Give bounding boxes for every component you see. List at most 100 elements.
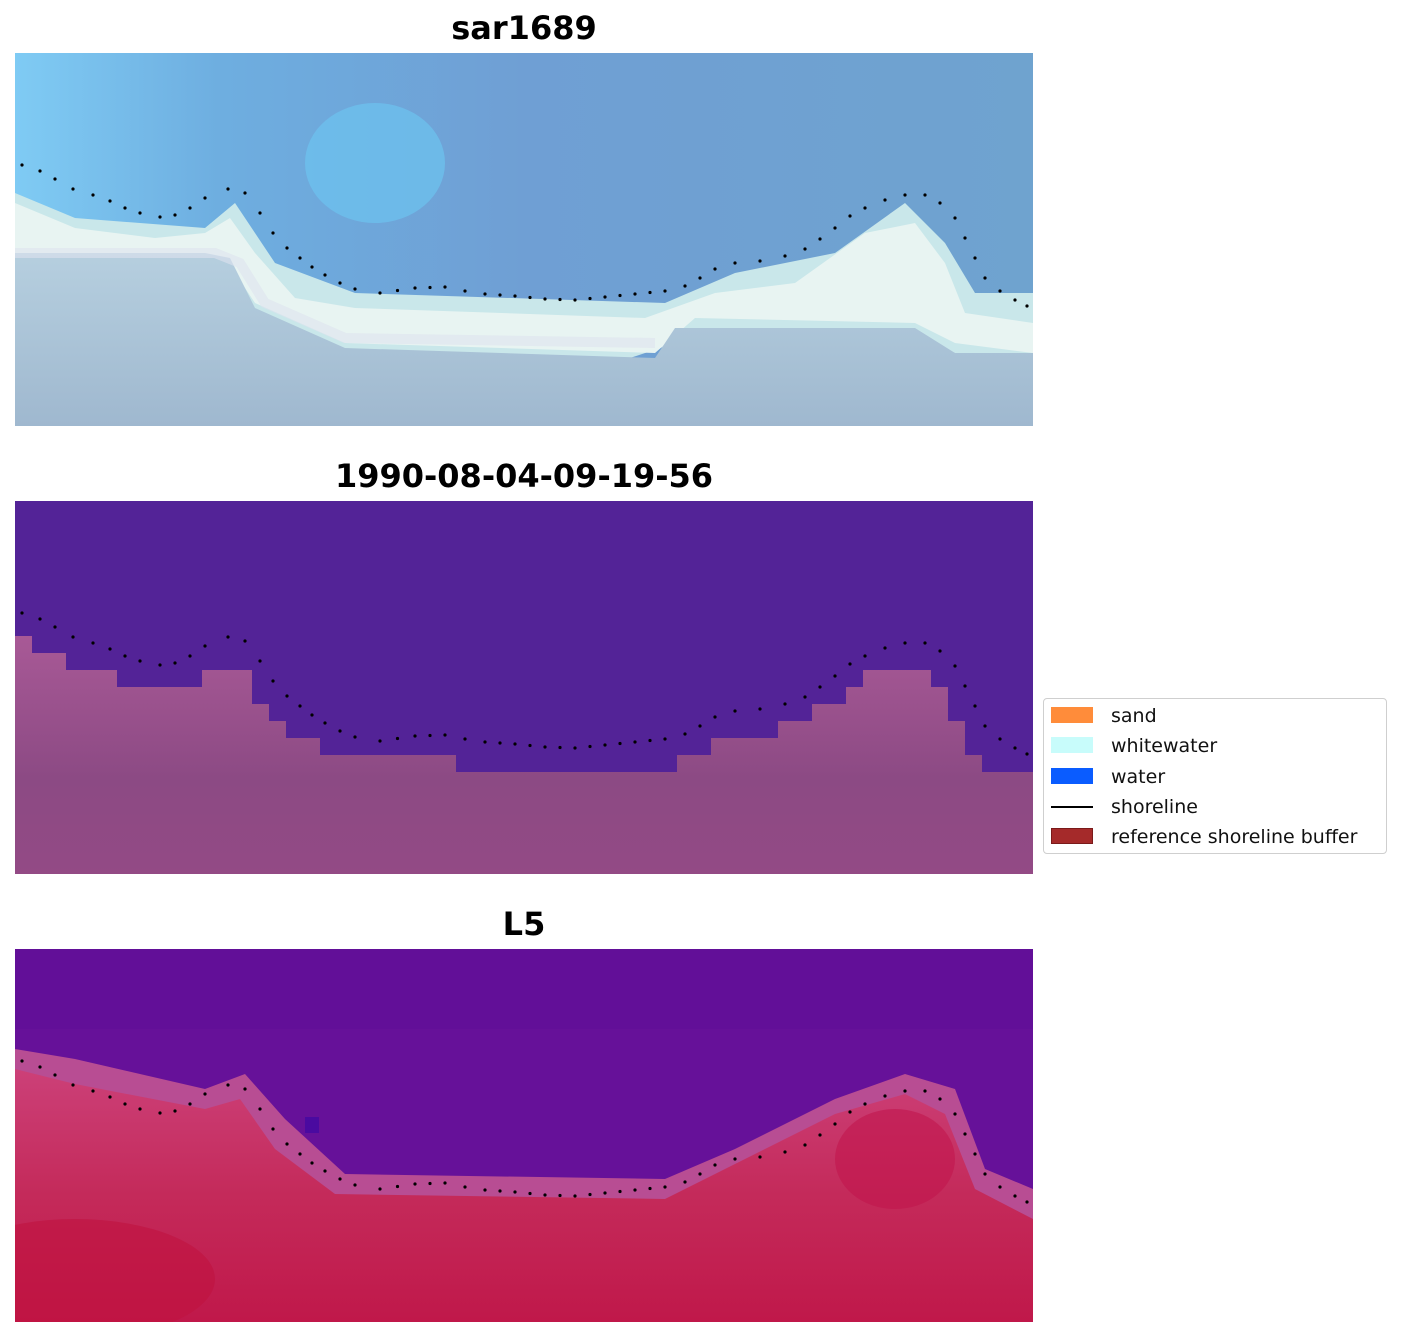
- shoreline-dot: [963, 684, 967, 688]
- shoreline-dot: [543, 1193, 547, 1197]
- shoreline-dot: [513, 742, 517, 746]
- shoreline-dot: [38, 617, 42, 621]
- shoreline-dot: [953, 216, 957, 220]
- shoreline-dot: [833, 674, 837, 678]
- shoreline-dot: [848, 214, 852, 218]
- shoreline-dot: [38, 1065, 42, 1069]
- shoreline-dot: [833, 226, 837, 230]
- shoreline-dot: [903, 1089, 907, 1093]
- shoreline-dot: [953, 664, 957, 668]
- shoreline-dot: [513, 1190, 517, 1194]
- legend-label: reference shoreline buffer: [1111, 826, 1358, 848]
- shoreline-dot: [863, 1102, 867, 1106]
- shoreline-dot: [1025, 752, 1029, 756]
- shoreline-dot: [963, 236, 967, 240]
- shoreline-dot: [123, 1102, 127, 1106]
- shoreline-dot: [683, 284, 687, 288]
- shoreline-dot: [138, 1107, 142, 1111]
- shoreline-dot: [323, 721, 327, 725]
- shoreline-dot: [848, 1110, 852, 1114]
- shoreline-dot: [20, 1059, 24, 1063]
- shoreline-dot: [258, 1107, 262, 1111]
- shoreline-dot: [818, 237, 822, 241]
- shoreline-dot: [323, 1169, 327, 1173]
- shoreline-dot: [353, 1183, 357, 1187]
- shoreline-dot: [395, 736, 400, 741]
- shoreline-dot: [298, 1152, 302, 1156]
- shoreline-dot: [603, 1191, 607, 1195]
- panel-title-l5: L5: [502, 905, 546, 943]
- shoreline-dot: [173, 661, 177, 665]
- shoreline-dots: [20, 611, 1029, 756]
- shoreline-dot: [803, 247, 807, 251]
- shoreline-dot: [663, 289, 667, 293]
- shoreline-dot: [498, 741, 502, 745]
- shoreline-dot: [698, 1172, 702, 1176]
- shoreline-dot: [353, 287, 357, 291]
- shoreline-dot: [618, 741, 622, 746]
- shoreline-dot: [378, 739, 382, 743]
- shoreline-dot: [226, 635, 230, 639]
- shoreline-dot: [733, 709, 737, 713]
- shoreline-dot: [271, 1127, 275, 1131]
- shoreline-dot: [20, 163, 24, 167]
- shoreline-dot: [243, 191, 247, 195]
- shoreline-dot: [573, 298, 577, 302]
- shoreline-dot: [648, 738, 652, 743]
- shoreline-dot: [443, 1181, 447, 1185]
- shoreline-dot: [53, 177, 57, 181]
- shoreline-dot: [1025, 1200, 1029, 1204]
- shoreline-dot: [413, 734, 417, 738]
- shoreline-dot: [783, 254, 787, 258]
- water-swatch: [1051, 768, 1093, 784]
- shoreline-dot: [258, 659, 262, 663]
- shoreline-dot: [923, 1089, 927, 1093]
- shoreline-dot: [558, 297, 562, 302]
- reference-buffer-swatch: [1051, 828, 1093, 844]
- shoreline-dot: [298, 704, 302, 708]
- rgb-image: [15, 53, 1033, 426]
- shoreline-dot: [998, 1185, 1002, 1189]
- shoreline-dot: [53, 625, 57, 629]
- shoreline-dot: [973, 704, 977, 708]
- shoreline-dot: [271, 231, 275, 235]
- shoreline-dot: [428, 1181, 432, 1186]
- shoreline-dot: [758, 1155, 762, 1159]
- shoreline-dot: [158, 215, 162, 219]
- shoreline-line-swatch: [1051, 806, 1093, 808]
- shoreline-dot: [818, 1133, 822, 1137]
- shoreline-dot: [973, 256, 977, 260]
- shoreline-dot: [463, 1185, 467, 1189]
- shoreline-dot: [378, 1187, 382, 1191]
- legend-label: water: [1111, 766, 1166, 788]
- classification-image: [15, 501, 1033, 874]
- shoreline-dot: [923, 193, 927, 197]
- shoreline-dot: [528, 743, 532, 748]
- shoreline-dot: [848, 662, 852, 666]
- shoreline-dot: [783, 702, 787, 706]
- sand-swatch: [1051, 707, 1093, 723]
- shoreline-dot: [938, 1097, 942, 1101]
- shoreline-dot: [413, 1182, 417, 1186]
- shoreline-dot: [395, 1184, 400, 1189]
- shoreline-dot: [71, 1083, 75, 1087]
- shoreline-dot: [108, 647, 112, 651]
- shoreline-dot: [310, 1161, 314, 1165]
- shoreline-dot: [123, 654, 127, 658]
- shoreline-dot: [733, 1157, 737, 1161]
- shoreline-dot: [963, 1132, 967, 1136]
- shoreline-dot: [158, 663, 162, 667]
- shoreline-dot: [138, 659, 142, 663]
- shoreline-dot: [983, 276, 987, 280]
- shoreline-dot: [903, 193, 907, 197]
- shoreline-dot: [588, 1192, 592, 1197]
- shoreline-dot: [603, 295, 607, 299]
- shoreline-dot: [413, 286, 417, 290]
- shoreline-dot: [91, 1089, 95, 1093]
- shoreline-dot: [633, 740, 637, 744]
- shoreline-dot: [138, 211, 142, 215]
- classification-panel: [15, 501, 1033, 874]
- shoreline-dot: [903, 641, 907, 645]
- shoreline-dot: [226, 187, 230, 191]
- shoreline-dot: [395, 288, 400, 293]
